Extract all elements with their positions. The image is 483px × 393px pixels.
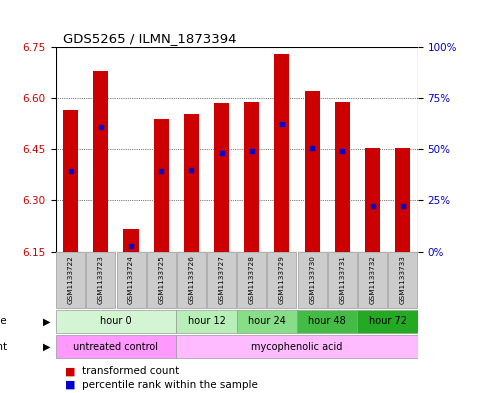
Text: GSM1133724: GSM1133724: [128, 255, 134, 305]
FancyBboxPatch shape: [297, 310, 357, 333]
FancyBboxPatch shape: [176, 335, 418, 358]
Bar: [184, 114, 199, 252]
Text: hour 48: hour 48: [308, 316, 346, 326]
Text: GSM1133731: GSM1133731: [340, 255, 345, 305]
Text: GSM1133727: GSM1133727: [219, 255, 225, 305]
Text: GSM1133728: GSM1133728: [249, 255, 255, 305]
Text: GSM1133726: GSM1133726: [188, 255, 194, 305]
Bar: [56, 47, 418, 252]
Bar: [214, 103, 229, 252]
FancyBboxPatch shape: [298, 252, 327, 308]
FancyBboxPatch shape: [237, 310, 297, 333]
Text: GSM1133723: GSM1133723: [98, 255, 104, 305]
Bar: [335, 102, 350, 252]
Text: GDS5265 / ILMN_1873394: GDS5265 / ILMN_1873394: [63, 31, 236, 44]
FancyBboxPatch shape: [357, 310, 418, 333]
Bar: [244, 102, 259, 252]
Text: hour 72: hour 72: [369, 316, 407, 326]
Text: GSM1133725: GSM1133725: [158, 255, 164, 305]
FancyBboxPatch shape: [147, 252, 176, 308]
Text: time: time: [0, 316, 7, 326]
FancyBboxPatch shape: [237, 252, 266, 308]
FancyBboxPatch shape: [176, 310, 237, 333]
Text: GSM1133733: GSM1133733: [400, 255, 406, 305]
Bar: [124, 230, 139, 252]
FancyBboxPatch shape: [268, 252, 297, 308]
Text: ▶: ▶: [43, 342, 51, 352]
Bar: [63, 110, 78, 252]
FancyBboxPatch shape: [86, 252, 115, 308]
Text: mycophenolic acid: mycophenolic acid: [251, 342, 343, 352]
FancyBboxPatch shape: [207, 252, 236, 308]
Text: transformed count: transformed count: [82, 366, 179, 376]
Bar: [365, 148, 380, 252]
Text: agent: agent: [0, 342, 7, 352]
FancyBboxPatch shape: [388, 252, 417, 308]
Text: ■: ■: [65, 380, 76, 390]
FancyBboxPatch shape: [328, 252, 357, 308]
Bar: [305, 92, 320, 252]
Text: GSM1133722: GSM1133722: [68, 255, 73, 305]
Bar: [395, 148, 410, 252]
Text: GSM1133729: GSM1133729: [279, 255, 285, 305]
Text: hour 24: hour 24: [248, 316, 286, 326]
Text: percentile rank within the sample: percentile rank within the sample: [82, 380, 258, 390]
Text: GSM1133730: GSM1133730: [309, 255, 315, 305]
FancyBboxPatch shape: [56, 252, 85, 308]
Text: GSM1133732: GSM1133732: [369, 255, 375, 305]
FancyBboxPatch shape: [56, 310, 176, 333]
FancyBboxPatch shape: [358, 252, 387, 308]
FancyBboxPatch shape: [116, 252, 145, 308]
Text: hour 12: hour 12: [187, 316, 226, 326]
FancyBboxPatch shape: [56, 335, 176, 358]
Text: hour 0: hour 0: [100, 316, 132, 326]
Text: ▶: ▶: [43, 316, 51, 326]
Bar: [274, 54, 289, 252]
Bar: [93, 71, 108, 252]
Text: ■: ■: [65, 366, 76, 376]
Text: untreated control: untreated control: [73, 342, 158, 352]
Bar: [154, 119, 169, 252]
FancyBboxPatch shape: [177, 252, 206, 308]
